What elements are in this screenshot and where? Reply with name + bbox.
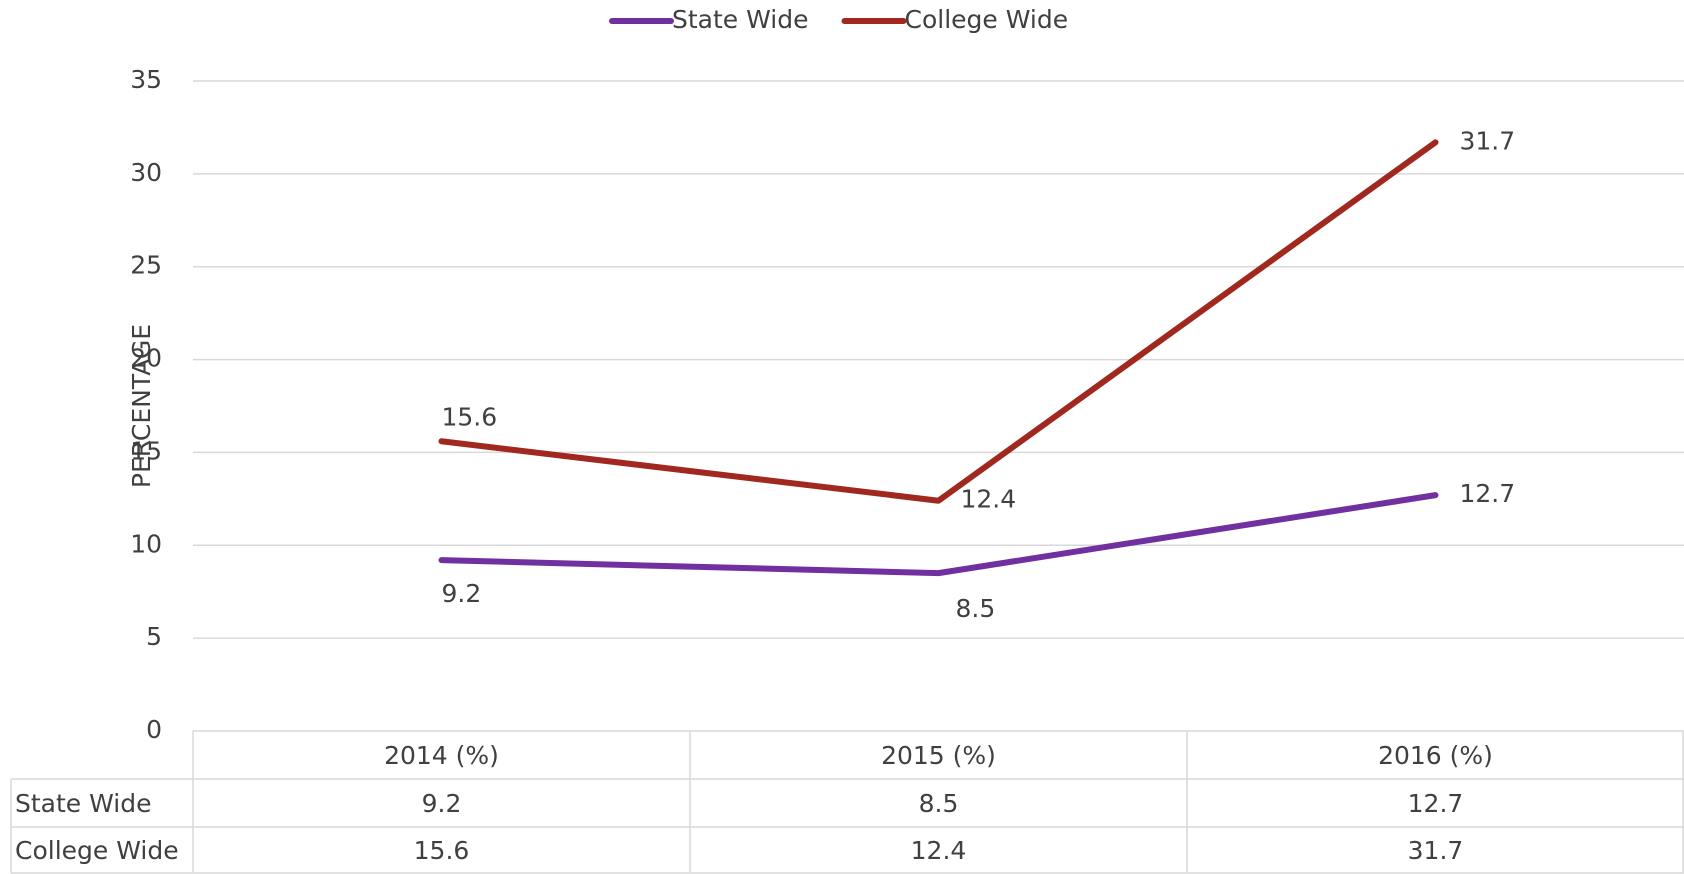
y-axis-label: PERCENTAGE — [127, 324, 156, 488]
y-tick-label: 25 — [130, 251, 162, 280]
x-tick-label: 2016 (%) — [1378, 741, 1493, 770]
table-cell: 31.7 — [1408, 836, 1464, 865]
table-row-label: College Wide — [15, 836, 179, 865]
legend-label: State Wide — [672, 5, 809, 34]
data-label: 15.6 — [442, 402, 498, 431]
y-tick-label: 20 — [130, 344, 162, 373]
table-cell: 9.2 — [422, 789, 462, 818]
y-tick-label: 10 — [130, 529, 162, 558]
y-tick-label: 35 — [130, 65, 162, 94]
data-label: 12.4 — [961, 485, 1017, 514]
y-tick-label: 0 — [146, 715, 162, 744]
legend-label: College Wide — [905, 5, 1069, 34]
table-cell: 8.5 — [919, 789, 959, 818]
data-label: 9.2 — [442, 579, 482, 608]
data-label: 12.7 — [1460, 479, 1516, 508]
series-line — [438, 492, 1439, 577]
data-label: 31.7 — [1460, 126, 1516, 155]
data-label: 8.5 — [956, 594, 996, 623]
table-cell: 12.7 — [1408, 789, 1464, 818]
table-row-label: State Wide — [15, 789, 152, 818]
series-line — [438, 139, 1439, 504]
table-cell: 15.6 — [414, 836, 470, 865]
table-cell: 12.4 — [911, 836, 967, 865]
y-tick-label: 5 — [146, 622, 162, 651]
x-tick-label: 2014 (%) — [384, 741, 499, 770]
y-tick-label: 30 — [130, 158, 162, 187]
y-tick-label: 15 — [130, 436, 162, 465]
x-tick-label: 2015 (%) — [881, 741, 996, 770]
